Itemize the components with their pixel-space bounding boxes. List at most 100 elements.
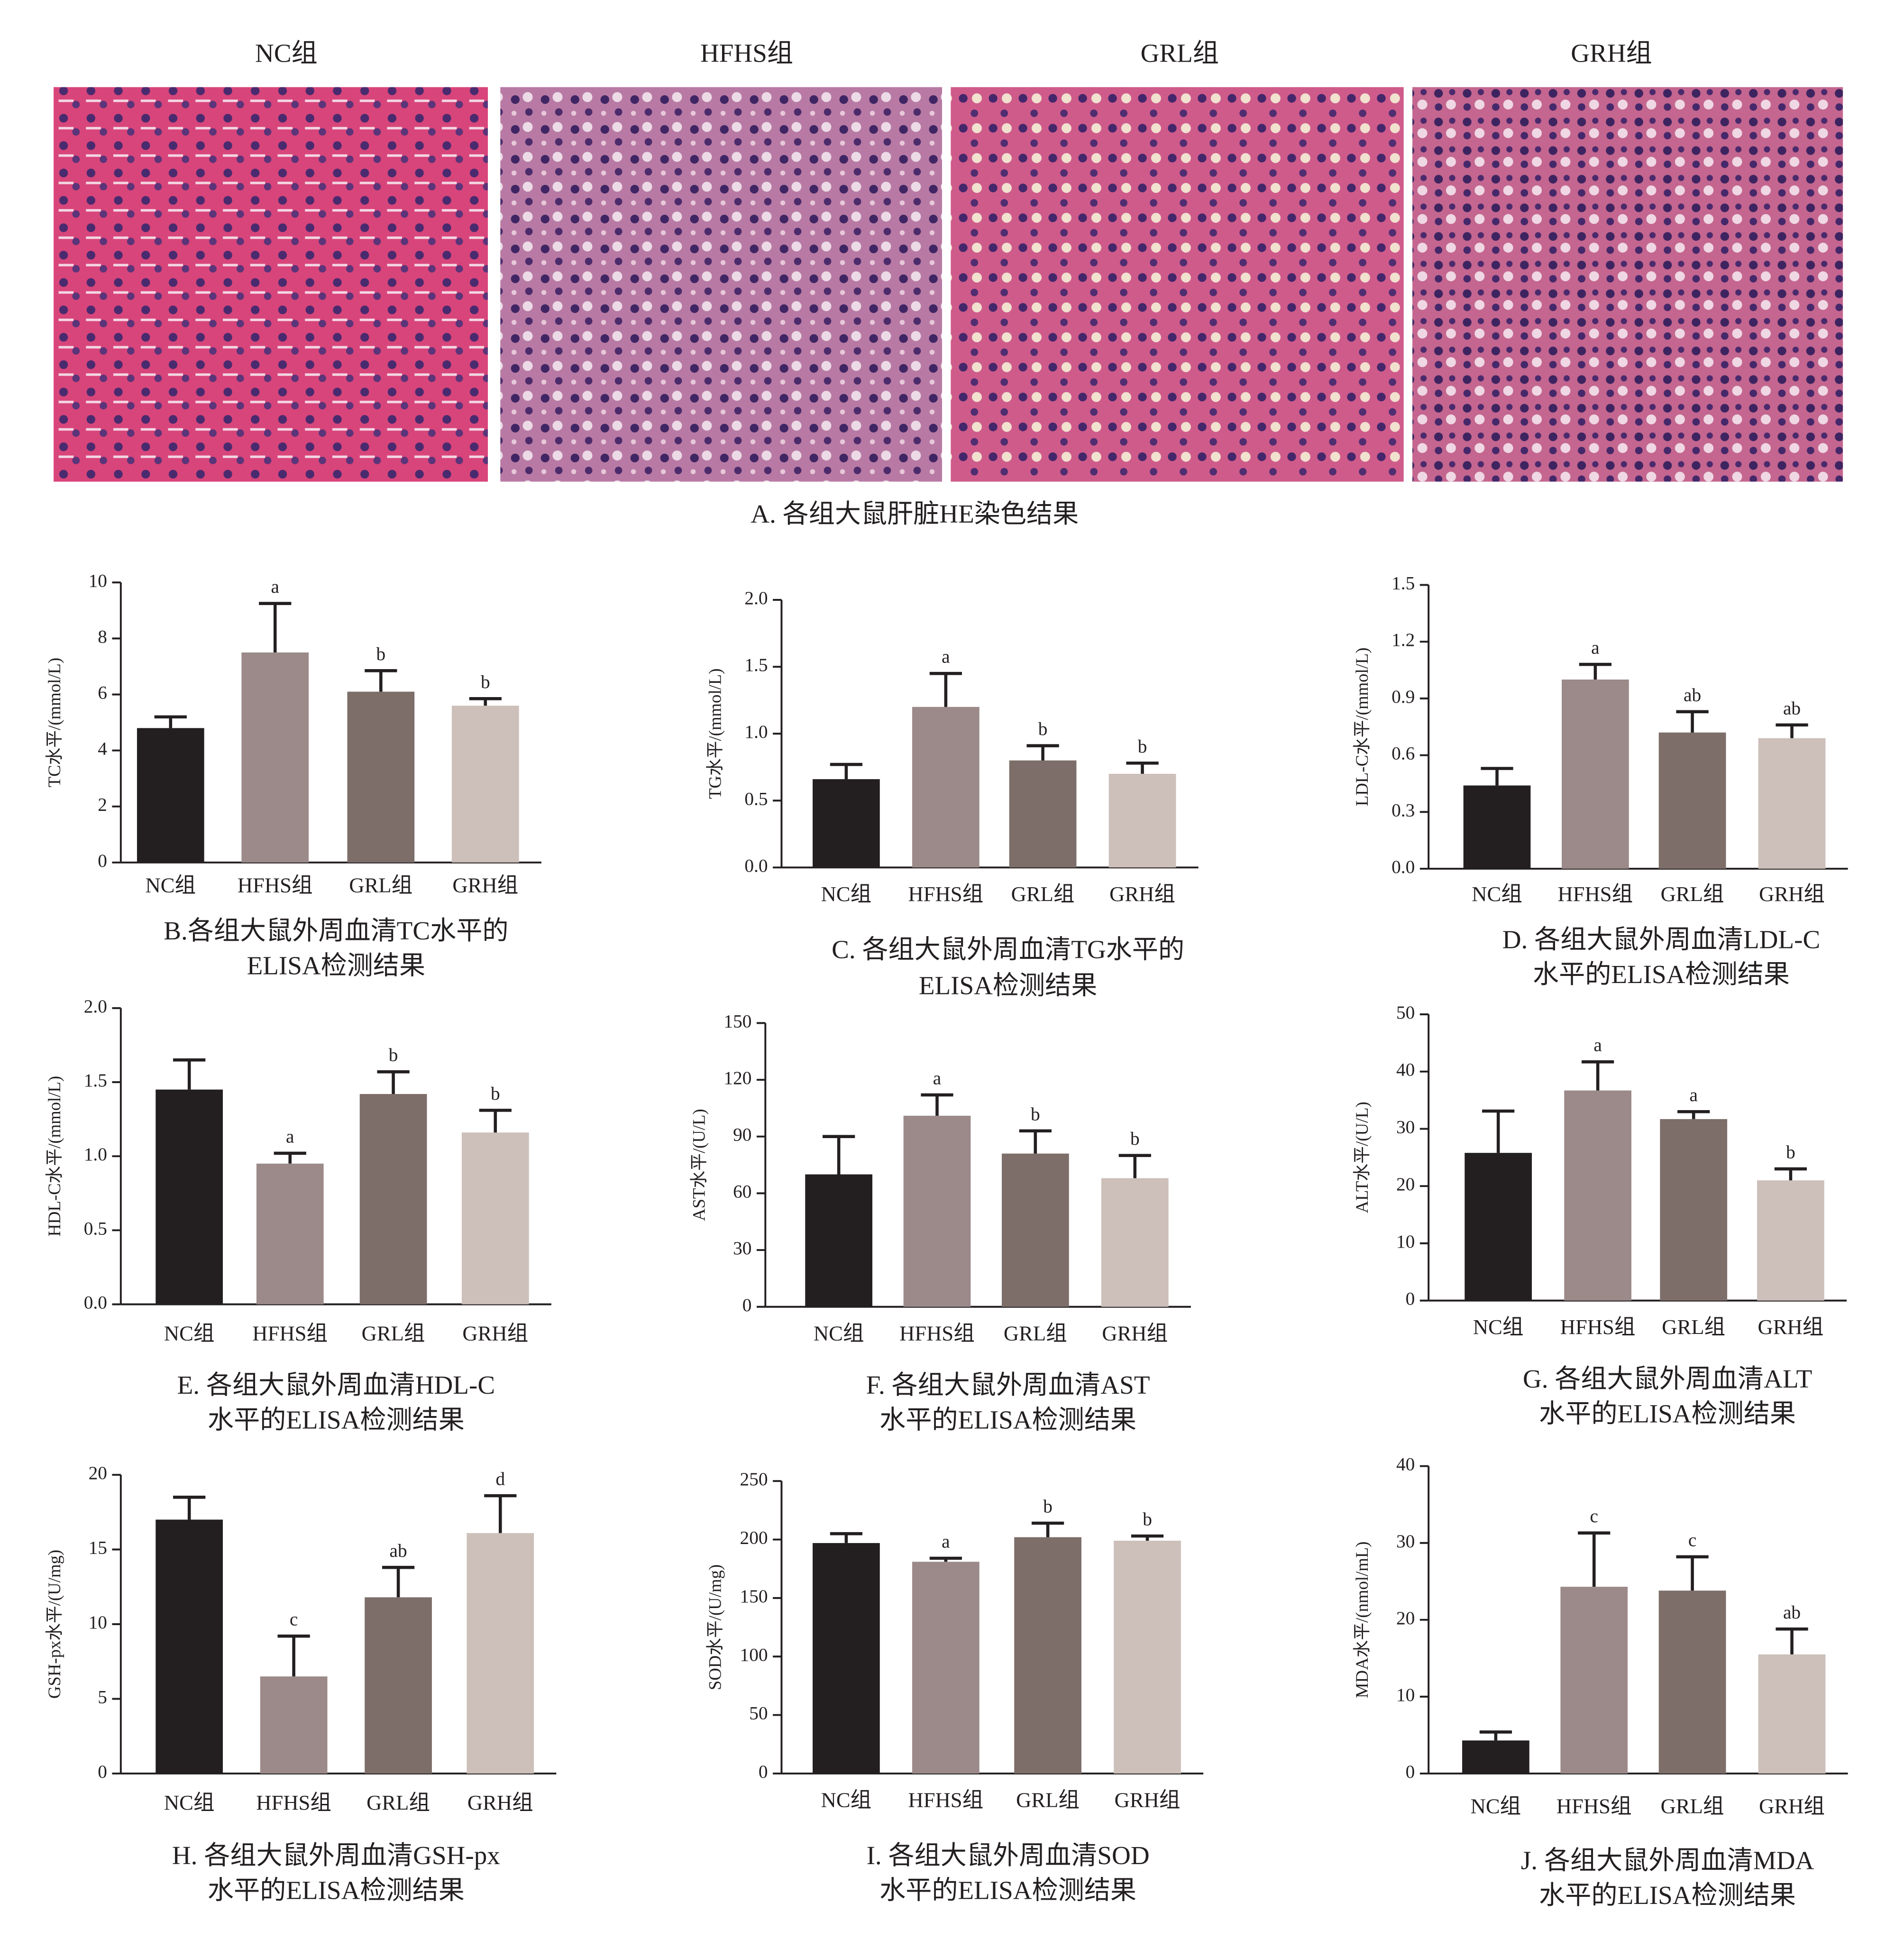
chart-title: 水平的ELISA检测结果 bbox=[879, 1876, 1136, 1905]
error-bar bbox=[929, 671, 962, 707]
annotation: a bbox=[1591, 637, 1599, 658]
chart-title: H. 各组大鼠外周血清GSH-px bbox=[172, 1841, 500, 1870]
y-tick-label: 0.5 bbox=[744, 788, 768, 809]
chart-title: 水平的ELISA检测结果 bbox=[208, 1405, 465, 1434]
y-tick-label: 8 bbox=[98, 626, 107, 647]
chart-title: D. 各组大鼠外周血清LDL-C bbox=[1502, 925, 1820, 954]
bar bbox=[451, 706, 519, 863]
y-tick-label: 20 bbox=[1396, 1174, 1415, 1195]
y-tick-label: 0 bbox=[98, 850, 107, 871]
y-tick-label: 1.2 bbox=[1391, 629, 1415, 650]
y-tick-label: 2.0 bbox=[744, 588, 768, 608]
bar bbox=[156, 1519, 223, 1774]
y-tick-label: 60 bbox=[733, 1181, 751, 1202]
error-bar bbox=[1776, 723, 1808, 738]
bar bbox=[156, 1089, 223, 1305]
x-tick-label: GRL组 bbox=[362, 1321, 425, 1345]
bar bbox=[1108, 773, 1176, 868]
chart-title: ELISA检测结果 bbox=[919, 971, 1098, 1000]
error-bar bbox=[1677, 1110, 1710, 1119]
error-bar bbox=[259, 602, 292, 653]
annotation: a bbox=[942, 1531, 950, 1552]
x-tick-label: NC组 bbox=[146, 873, 196, 897]
panel-caption: A. 各组大鼠肝脏HE染色结果 bbox=[751, 499, 1079, 528]
x-tick-label: NC组 bbox=[821, 1788, 872, 1812]
y-tick-label: 200 bbox=[740, 1527, 768, 1548]
y-tick-label: 0 bbox=[1406, 1761, 1415, 1782]
y-tick-label: 250 bbox=[740, 1469, 768, 1489]
error-bar bbox=[830, 1532, 863, 1543]
x-tick-label: NC组 bbox=[164, 1321, 215, 1345]
chart-title: C. 各组大鼠外周血清TG水平的 bbox=[832, 935, 1184, 964]
image-label: GRH组 bbox=[1571, 39, 1652, 68]
error-bar bbox=[173, 1058, 206, 1090]
error-bar bbox=[1578, 1531, 1611, 1587]
annotation: a bbox=[933, 1067, 941, 1088]
x-tick-label: GRL组 bbox=[1661, 882, 1724, 906]
x-tick-label: NC组 bbox=[1473, 1315, 1524, 1339]
chart-title: 水平的ELISA检测结果 bbox=[879, 1405, 1136, 1434]
error-bar bbox=[1676, 710, 1709, 733]
y-tick-label: 50 bbox=[749, 1703, 768, 1724]
y-tick-label: 0.6 bbox=[1391, 743, 1415, 764]
annotation: b bbox=[491, 1083, 500, 1104]
chart-title: ELISA检测结果 bbox=[247, 951, 426, 980]
y-tick-label: 1.5 bbox=[84, 1070, 107, 1091]
bar bbox=[912, 707, 979, 868]
x-tick-label: NC组 bbox=[1472, 882, 1522, 906]
x-tick-label: GRH组 bbox=[1759, 882, 1825, 906]
y-tick-label: 2.0 bbox=[84, 996, 107, 1017]
bar bbox=[1658, 1590, 1726, 1774]
bar bbox=[260, 1676, 328, 1774]
annotation: a bbox=[271, 576, 279, 597]
y-tick-label: 1.5 bbox=[1391, 573, 1415, 594]
y-tick-label: 30 bbox=[1396, 1116, 1415, 1137]
x-tick-label: GRH组 bbox=[462, 1321, 528, 1345]
y-tick-label: 50 bbox=[1396, 1002, 1415, 1023]
y-tick-label: 0.3 bbox=[1391, 800, 1415, 820]
bar bbox=[1757, 1180, 1824, 1301]
error-bar bbox=[1774, 1167, 1807, 1181]
y-tick-label: 1.0 bbox=[744, 721, 768, 742]
error-bar bbox=[377, 1070, 410, 1094]
bar bbox=[813, 1543, 880, 1774]
x-tick-label: NC组 bbox=[164, 1791, 215, 1814]
error-bar bbox=[1118, 1154, 1151, 1178]
bar bbox=[1463, 785, 1531, 869]
x-tick-label: GRL组 bbox=[1661, 1794, 1724, 1818]
x-tick-label: NC组 bbox=[821, 882, 872, 906]
x-tick-label: HFHS组 bbox=[908, 882, 984, 906]
y-tick-label: 1.0 bbox=[84, 1144, 107, 1165]
x-tick-label: GRL组 bbox=[1011, 882, 1075, 906]
annotation: b bbox=[1130, 1128, 1140, 1149]
y-tick-label: 0 bbox=[1406, 1288, 1415, 1309]
bar bbox=[1014, 1537, 1081, 1774]
he-image bbox=[500, 87, 943, 482]
x-tick-label: GRL组 bbox=[1662, 1315, 1725, 1339]
x-tick-label: HFHS组 bbox=[908, 1788, 984, 1812]
y-tick-label: 100 bbox=[740, 1644, 768, 1665]
annotation: a bbox=[286, 1126, 294, 1147]
y-axis-label: HDL-C水平/(mmol/L) bbox=[45, 1076, 64, 1237]
annotation: c bbox=[290, 1609, 298, 1630]
bar bbox=[1560, 1587, 1628, 1774]
error-bar bbox=[1482, 1109, 1515, 1153]
error-bar bbox=[365, 669, 397, 692]
he-image bbox=[54, 87, 488, 482]
error-bar bbox=[479, 1109, 512, 1133]
bar bbox=[813, 779, 880, 868]
y-tick-label: 0 bbox=[98, 1761, 107, 1782]
y-axis-label: TC水平/(mmol/L) bbox=[45, 658, 64, 787]
y-tick-label: 150 bbox=[723, 1011, 751, 1031]
error-bar bbox=[1026, 744, 1059, 761]
annotation: a bbox=[1593, 1035, 1602, 1056]
y-tick-label: 10 bbox=[89, 1612, 107, 1633]
bar bbox=[912, 1562, 979, 1774]
error-bar bbox=[1582, 1060, 1614, 1091]
y-tick-label: 90 bbox=[733, 1124, 751, 1145]
annotation: c bbox=[1688, 1529, 1696, 1550]
error-bar bbox=[1479, 1730, 1512, 1741]
image-label: HFHS组 bbox=[700, 39, 793, 68]
y-axis-label: ALT水平/(U/L) bbox=[1352, 1102, 1372, 1213]
x-tick-label: GRH组 bbox=[1102, 1321, 1168, 1345]
